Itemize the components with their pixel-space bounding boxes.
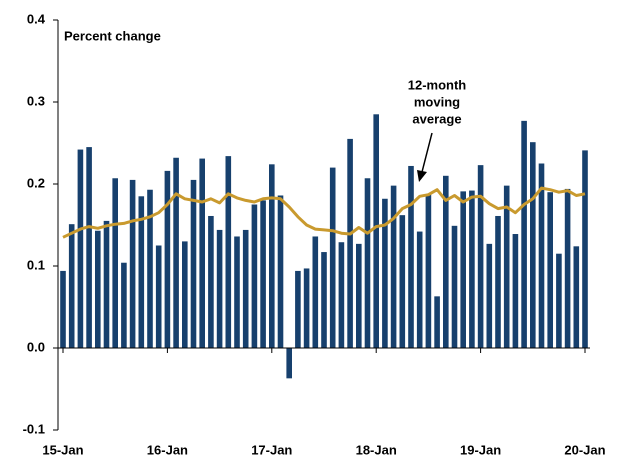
bar [373,114,379,348]
bar [329,167,336,348]
bar [530,142,536,348]
bar [68,224,75,348]
bar [112,178,118,348]
bar [86,147,92,348]
bar [338,242,345,348]
y-tick-label: 0.3 [27,93,45,108]
bar [573,246,580,348]
bar [390,185,397,348]
chart-title: Percent change [64,28,161,43]
y-tick-label: 0.4 [27,11,46,26]
bar [190,179,197,348]
bar [242,229,249,348]
bar [538,163,545,348]
x-tick-label: 17-Jan [251,442,292,457]
bar [286,348,292,379]
bar [216,229,223,348]
bar [173,157,179,348]
bar [486,243,493,348]
bar [564,188,571,348]
x-tick-label: 15-Jan [42,442,83,457]
y-tick-label: -0.1 [23,421,45,436]
bar [129,179,136,348]
bar [434,296,440,348]
annotation: 12-month [408,77,467,92]
annotation-arrow [421,132,433,173]
bar [512,234,519,348]
bar [225,156,232,348]
bar [77,149,84,348]
bar [382,198,388,348]
bar [251,204,258,348]
y-tick-label: 0.0 [27,339,45,354]
y-tick-label: 0.2 [27,175,45,190]
bar [295,270,301,348]
bar [260,200,266,348]
x-tick-label: 19-Jan [460,442,501,457]
bar [582,150,588,348]
bar [269,164,275,348]
bar [182,241,188,348]
bar [443,175,449,348]
annotation: average [412,111,461,126]
bar [121,262,127,348]
x-tick-label: 18-Jan [356,442,397,457]
x-tick-label: 16-Jan [147,442,188,457]
bar [234,236,240,348]
bar [95,230,101,348]
arrow-head [417,170,427,182]
bar [138,196,145,348]
bar [495,215,501,348]
bar [451,225,458,348]
bar [469,190,475,348]
bar [208,215,214,348]
bar [408,165,414,348]
bar [155,245,162,348]
bar [556,253,562,348]
bar [364,178,371,348]
bar [199,158,205,348]
bar [103,220,110,348]
bar [277,195,284,348]
y-tick-label: 0.1 [27,257,45,272]
bar [312,236,319,348]
annotation: moving [414,94,460,109]
bar [164,170,171,348]
bar [477,165,484,348]
bar [303,268,310,348]
bar [416,231,423,348]
moving-average-line [62,186,586,239]
bar [147,189,153,348]
bar [347,138,353,348]
x-tick-label: 20-Jan [564,442,605,457]
bar [356,243,362,348]
bar [460,191,466,348]
bar [521,120,527,348]
bar [503,185,510,348]
bar [425,194,432,348]
bar [321,252,327,348]
bar [399,215,406,348]
bar [547,192,553,348]
bar [60,270,66,348]
